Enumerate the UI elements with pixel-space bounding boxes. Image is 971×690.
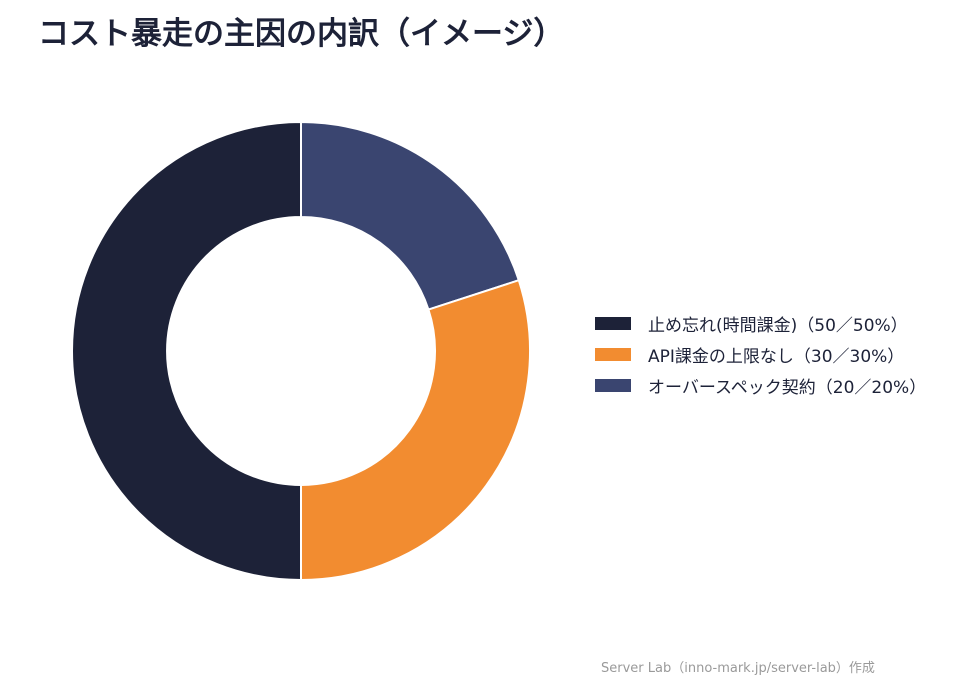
legend-label: オーバースペック契約（20／20%） — [648, 378, 927, 398]
legend-swatch — [595, 317, 631, 330]
legend-label: API課金の上限なし（30／30%） — [648, 347, 905, 367]
legend-item: 止め忘れ(時間課金)（50／50%） — [595, 308, 926, 339]
donut-slice-2 — [71, 120, 302, 582]
legend-label: 止め忘れ(時間課金)（50／50%） — [648, 316, 908, 336]
chart-legend: 止め忘れ(時間課金)（50／50%） API課金の上限なし（30／30%） オーバー… — [595, 308, 926, 401]
footer-credit: Server Lab（inno-mark.jp/server-lab）作成 — [601, 661, 875, 676]
donut-slice-0 — [300, 120, 521, 311]
chart-title: コスト暴走の主因の内訳（イメージ） — [38, 16, 565, 52]
legend-item: API課金の上限なし（30／30%） — [595, 339, 926, 370]
legend-item: オーバースペック契約（20／20%） — [595, 370, 926, 401]
donut-slice-1 — [300, 278, 531, 582]
legend-swatch — [595, 348, 631, 361]
legend-swatch — [595, 379, 631, 392]
